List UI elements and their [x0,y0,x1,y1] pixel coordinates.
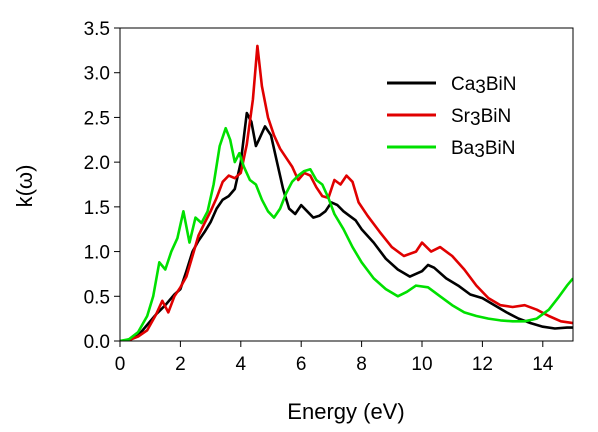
x-tick-label: 2 [175,354,186,375]
x-tick-label: 10 [411,354,432,375]
x-axis-label: Energy (eV) [287,399,404,424]
series-line-ba3bin [120,126,573,341]
x-tick-label: 0 [115,354,126,375]
y-tick-label: 3.0 [84,64,110,85]
y-tick-label: 2.0 [84,153,110,174]
y-axis-label: k(ω) [12,165,37,208]
plot-frame [119,27,574,342]
series-line-sr3bin [120,44,573,341]
x-tick-label: 8 [356,354,367,375]
series-layer [120,44,573,341]
axes-layer: 0 2 4 6 8 10 12 14 0.0 0.5 1.0 1.5 2.0 2.5 3.0 3.5 [84,19,574,375]
x-tick-label: 6 [296,354,307,375]
y-tick-label: 0.0 [84,332,110,353]
y-tick-label: 0.5 [84,287,110,308]
legend: Ca3BiN Sr3BiN Ba3BiN [387,74,517,162]
x-tick-label: 12 [472,354,493,375]
legend-label: Sr3BiN [451,106,511,130]
y-tick-label: 1.0 [84,243,110,264]
x-tick-label: 4 [236,354,247,375]
y-tick-label: 3.5 [84,19,110,40]
x-tick-label: 14 [532,354,554,375]
legend-label: Ca3BiN [451,74,517,98]
y-tick-label: 1.5 [84,198,110,219]
legend-label: Ba3BiN [451,138,515,162]
y-tick-label: 2.5 [84,108,110,129]
